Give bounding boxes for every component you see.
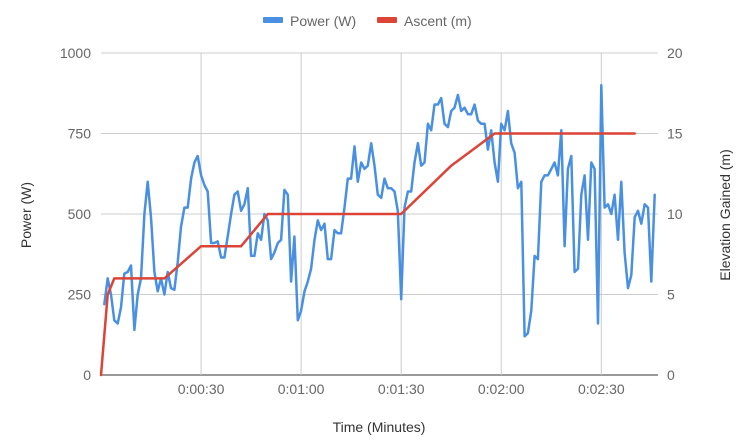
- right-axis-ticks: 0 5 10 15 20: [667, 45, 683, 383]
- left-axis-ticks: 0 250 500 750 1000: [60, 45, 91, 383]
- left-axis-title: Power (W): [18, 182, 34, 248]
- left-axis-tick-label: 0: [83, 367, 91, 383]
- x-axis-tick-label: 0:02:30: [578, 381, 625, 397]
- x-axis-title: Time (Minutes): [333, 419, 426, 435]
- series-line-ascent: [99, 132, 636, 377]
- x-axis-tick-label: 0:02:00: [478, 381, 525, 397]
- left-axis-tick-label: 250: [68, 287, 92, 303]
- x-axis-tick-label: 0:00:30: [178, 381, 225, 397]
- series-line-power: [103, 83, 656, 338]
- right-axis-title: Elevation Gained (m): [717, 149, 733, 281]
- legend-label-power: Power (W): [290, 13, 356, 29]
- right-axis-tick-label: 15: [667, 126, 683, 142]
- right-axis-tick-label: 5: [667, 287, 675, 303]
- right-axis-tick-label: 20: [667, 45, 683, 61]
- left-axis-tick-label: 1000: [60, 45, 91, 61]
- legend-swatch-ascent: [377, 17, 397, 23]
- right-axis-tick-label: 10: [667, 206, 683, 222]
- legend-swatch-power: [263, 17, 283, 23]
- legend-label-ascent: Ascent (m): [404, 13, 472, 29]
- legend: Power (W) Ascent (m): [263, 13, 472, 29]
- right-axis-tick-label: 0: [667, 367, 675, 383]
- x-axis-tick-label: 0:01:30: [378, 381, 425, 397]
- x-axis-tick-label: 0:01:00: [278, 381, 325, 397]
- x-axis-ticks: 0:00:30 0:01:00 0:01:30 0:02:00 0:02:30: [178, 381, 625, 397]
- left-axis-tick-label: 750: [68, 126, 92, 142]
- series-layer: [99, 83, 656, 377]
- left-axis-tick-label: 500: [68, 206, 92, 222]
